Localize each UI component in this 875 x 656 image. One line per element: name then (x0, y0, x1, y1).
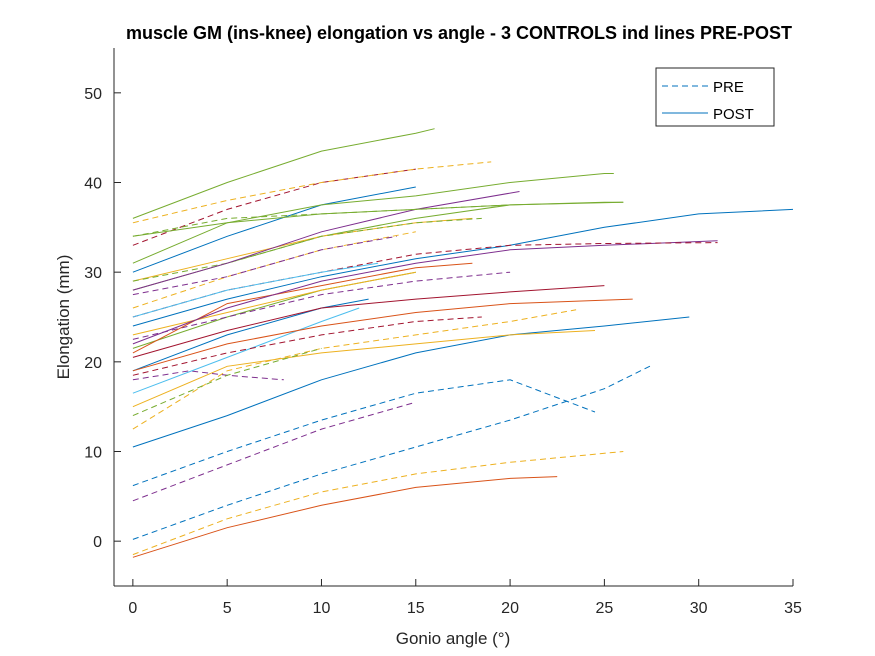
post-series-line-30 (132, 173, 614, 264)
legend-label-pre: PRE (713, 79, 744, 96)
post-series-line-20 (132, 240, 718, 345)
post-series-line-17 (132, 271, 416, 336)
legend: PRE POST (655, 67, 775, 127)
x-tick-label: 35 (784, 600, 802, 617)
pre-series-line-34 (132, 161, 492, 224)
y-tick-label: 20 (84, 355, 102, 372)
post-series-line-2 (132, 476, 558, 558)
post-series-line-22 (132, 262, 379, 318)
post-series-line-19 (132, 262, 473, 354)
chart-title: muscle GM (ins-knee) elongation vs angle… (126, 23, 792, 43)
pre-series-line-16 (132, 271, 511, 340)
post-series-line-33 (132, 201, 624, 237)
y-tick-label: 40 (84, 176, 102, 193)
pre-series-line-1 (132, 451, 624, 556)
x-tick-label: 0 (128, 600, 137, 617)
x-axis-label: Gonio angle (°) (396, 629, 511, 648)
y-axis-label: Elongation (mm) (54, 255, 73, 380)
legend-label-post: POST (713, 106, 754, 123)
pre-series-line-0 (132, 364, 652, 540)
pre-series-line-3 (132, 379, 596, 487)
pre-series-line-4 (132, 401, 416, 502)
post-series-line-10 (132, 307, 360, 394)
pre-series-line-26 (132, 217, 482, 282)
post-series-line-18 (132, 208, 793, 327)
post-series-line-5 (132, 316, 690, 448)
post-series-line-24 (132, 201, 624, 291)
x-tick-label: 10 (313, 600, 331, 617)
y-tick-label: 10 (84, 445, 102, 462)
pre-series-line-21 (132, 242, 718, 318)
post-series-line-6 (132, 330, 596, 408)
pre-series-line-11 (132, 316, 482, 376)
post-series-line-13 (132, 298, 633, 372)
post-series-line-35 (132, 128, 435, 219)
x-tick-label: 15 (407, 600, 425, 617)
post-series-line-15 (132, 271, 416, 349)
legend-box (655, 67, 775, 127)
post-series-line-27 (132, 191, 520, 291)
x-tick-label: 20 (501, 600, 519, 617)
x-ticks: 0 5 10 15 20 25 30 35 (128, 579, 802, 617)
pre-series-line-31 (132, 168, 416, 246)
post-series-line-12 (132, 298, 369, 372)
y-ticks: 0 10 20 30 40 50 (84, 86, 121, 551)
pre-series-line-23 (132, 231, 416, 309)
x-tick-label: 25 (595, 600, 613, 617)
x-tick-label: 30 (690, 600, 708, 617)
pre-series-line-8 (132, 370, 284, 381)
x-tick-label: 5 (223, 600, 232, 617)
plot-area (114, 48, 793, 586)
pre-series-line-9 (132, 347, 322, 417)
post-series-line-29 (132, 186, 416, 273)
series-layer (132, 128, 793, 558)
post-series-line-14 (132, 285, 605, 358)
pre-series-line-7 (132, 309, 577, 430)
y-tick-label: 0 (93, 534, 102, 551)
y-tick-label: 30 (84, 265, 102, 282)
y-tick-label: 50 (84, 86, 102, 103)
pre-series-line-28 (132, 235, 397, 296)
